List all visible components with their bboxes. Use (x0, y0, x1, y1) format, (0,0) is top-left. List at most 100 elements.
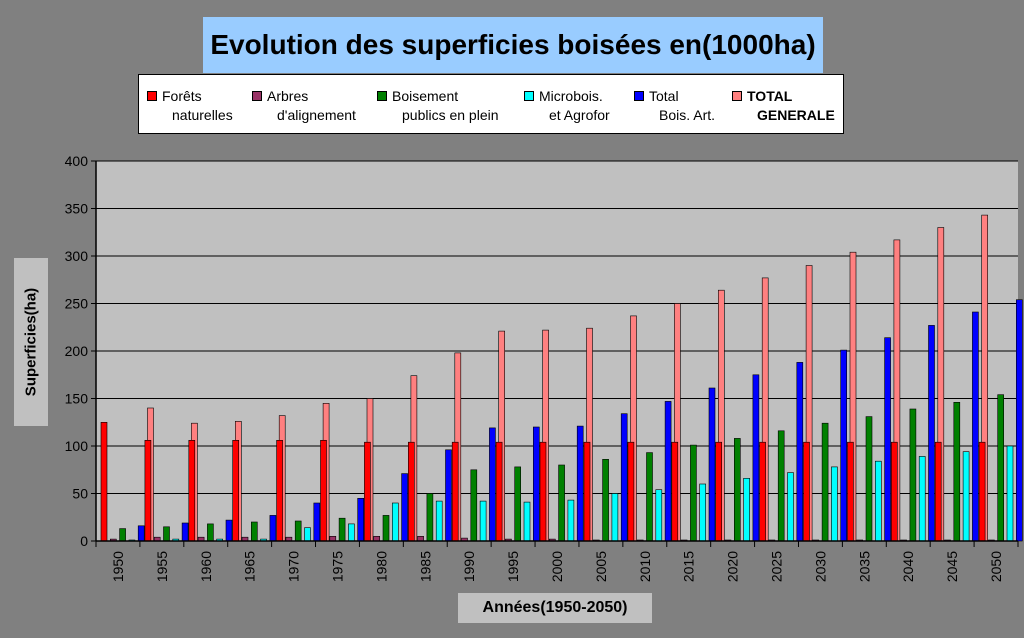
bar (831, 466, 838, 542)
x-tick-label: 1970 (286, 551, 302, 582)
bar (690, 444, 697, 542)
x-tick-label: 2025 (769, 551, 785, 582)
x-tick-label: 1980 (373, 551, 389, 582)
y-axis-label-box: Superficies(ha) (14, 258, 48, 426)
bar (251, 521, 258, 542)
bar (708, 387, 716, 542)
y-tick-label: 200 (65, 343, 89, 359)
y-tick-label: 250 (65, 296, 89, 312)
y-axis-label: Superficies(ha) (22, 287, 40, 397)
bar (320, 439, 327, 542)
bar (514, 466, 522, 542)
bar (407, 441, 415, 542)
bar (796, 362, 804, 542)
bar (348, 523, 355, 542)
legend-label-line1: Total (649, 88, 679, 104)
y-tick-label: 150 (65, 391, 89, 407)
x-tick-label: 2035 (856, 551, 872, 582)
bar (576, 425, 584, 542)
legend-label-line1: Forêts (162, 88, 202, 104)
x-tick-label: 1960 (198, 551, 214, 582)
chart-legend: Forêts naturelles Arbres d'alignement Bois… (138, 74, 844, 134)
bar (401, 473, 408, 542)
bar (777, 430, 785, 542)
bar (655, 489, 663, 542)
bar (523, 501, 531, 542)
legend-label-line1: Microbois. (539, 88, 603, 104)
legend-item-total-generale: TOTAL GENERALE (732, 87, 835, 125)
bar (470, 469, 478, 542)
bar (181, 522, 189, 542)
x-axis-label-box: Années(1950-2050) (458, 593, 652, 623)
bar (304, 527, 311, 542)
gridlines (91, 160, 1018, 542)
y-tick-label: 300 (65, 248, 89, 264)
x-axis-label: Années(1950-2050) (482, 599, 628, 616)
bar (583, 441, 591, 542)
bar (269, 515, 277, 542)
legend-swatch-total-bois (634, 91, 644, 101)
bar (759, 441, 766, 542)
y-tick-label: 50 (72, 486, 88, 502)
legend-swatch-microbois (524, 91, 534, 101)
y-tick-label: 350 (65, 201, 89, 217)
legend-item-total-bois: Total Bois. Art. (634, 87, 715, 125)
legend-item-microbois: Microbois. et Agrofor (524, 87, 610, 125)
bar (338, 517, 346, 542)
y-tick-labels: 0 50 100 150 200 250 300 350 400 (65, 153, 89, 549)
bar (847, 441, 854, 542)
bar (364, 441, 371, 542)
legend-swatch-boisement (377, 91, 387, 101)
bar (743, 477, 750, 542)
x-tick-label: 2040 (900, 551, 916, 582)
bar (119, 528, 126, 542)
bar (163, 526, 170, 542)
chart-title: Evolution des superficies boisées en(100… (210, 29, 816, 60)
bar (664, 401, 672, 542)
bar (890, 441, 898, 542)
bar (671, 441, 679, 542)
bar (821, 422, 829, 542)
bar (232, 439, 239, 542)
legend-label-line1: Arbres (267, 88, 309, 104)
axes (95, 161, 1018, 542)
bar (803, 441, 810, 542)
bar (479, 500, 487, 542)
legend-label-line2: Bois. Art. (659, 107, 716, 123)
bar (294, 520, 302, 542)
bar (752, 374, 760, 542)
legend-label-line2: naturelles (172, 107, 233, 123)
legend-item-boisement: Boisement publics en plein (377, 87, 499, 125)
bar (962, 451, 970, 542)
bar (978, 441, 986, 542)
x-tick-label: 2010 (637, 551, 653, 582)
x-tick-label: 1975 (329, 551, 345, 582)
x-tick-label: 2020 (725, 551, 741, 582)
bar (865, 416, 873, 542)
legend-label-line2: d'alignement (277, 107, 356, 123)
bar (602, 458, 609, 542)
bar (451, 441, 459, 542)
bar (787, 472, 794, 542)
legend-swatch-arbres (252, 91, 262, 101)
bar (137, 525, 145, 542)
bar (953, 401, 961, 542)
bar (532, 426, 540, 542)
bar (391, 502, 399, 542)
bar (884, 337, 891, 542)
bar (620, 413, 628, 542)
bar (733, 438, 741, 542)
x-tick-label: 2030 (812, 551, 828, 582)
bar (1015, 299, 1023, 542)
y-tick-label: 100 (65, 438, 89, 454)
bar (207, 523, 214, 542)
bar (909, 408, 917, 542)
bar (934, 441, 942, 542)
bar (627, 441, 635, 542)
bar (144, 439, 152, 542)
bar (313, 502, 321, 542)
x-tick-label: 2005 (593, 551, 609, 582)
bar (188, 439, 196, 542)
bar (445, 449, 452, 542)
